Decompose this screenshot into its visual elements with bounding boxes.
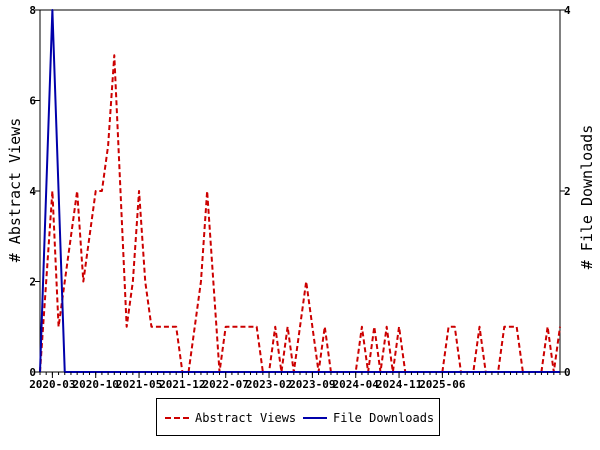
x-tick-label: 2025-06: [419, 378, 466, 391]
plot-frame: [39, 9, 561, 373]
series-line-file-downloads: [39, 9, 560, 373]
legend-swatch-abstract-views: [165, 417, 189, 419]
plot-border: [39, 9, 561, 373]
y-left-tick-label: 0: [29, 366, 36, 379]
legend-swatch-file-downloads: [303, 417, 327, 419]
legend-label-abstract-views: Abstract Views: [195, 411, 297, 425]
x-tick-label: 2024-11: [376, 378, 423, 391]
chart-legend: Abstract Views File Downloads: [156, 398, 440, 436]
series-line-abstract-views: [39, 54, 561, 373]
x-tick-label: 2023-02: [246, 378, 292, 391]
x-tick-label: 2020-03: [29, 378, 75, 391]
x-tick-label: 2020-10: [73, 378, 119, 391]
x-tick-label: 2024-04: [333, 378, 380, 391]
legend-label-file-downloads: File Downloads: [333, 411, 435, 425]
y-left-tick-label: 8: [29, 4, 36, 17]
y-right-tick-label: 0: [564, 366, 571, 379]
y-axis-left-title: # Abstract Views: [6, 118, 24, 263]
y-right-tick-label: 4: [564, 4, 571, 17]
y-left-tick-label: 6: [29, 95, 36, 108]
legend-item-abstract-views: Abstract Views: [165, 410, 296, 426]
series-layer: [39, 9, 561, 373]
ticks-layer: 2020-032020-102021-052021-122022-072023-…: [29, 4, 571, 391]
x-tick-label: 2023-09: [289, 378, 335, 391]
y-left-tick-label: 2: [29, 276, 36, 289]
x-tick-label: 2022-07: [203, 378, 249, 391]
legend-item-file-downloads: File Downloads: [303, 410, 434, 426]
x-tick-label: 2021-12: [159, 378, 205, 391]
y-right-tick-label: 2: [564, 185, 571, 198]
y-left-tick-label: 4: [29, 185, 36, 198]
y-axis-right-title: # File Downloads: [578, 125, 596, 270]
x-tick-label: 2021-05: [116, 378, 162, 391]
